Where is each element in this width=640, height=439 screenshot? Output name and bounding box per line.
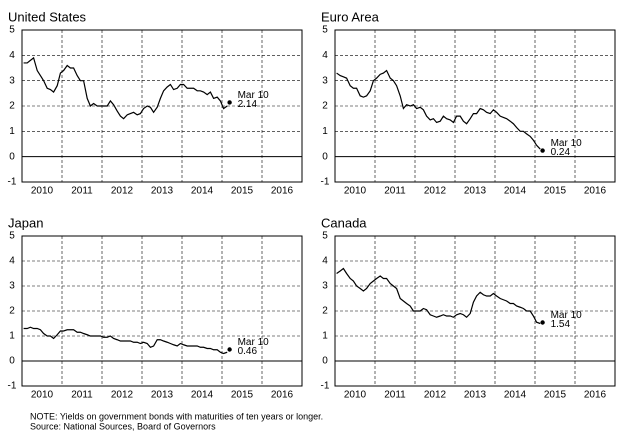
y-tick-label: 0 bbox=[9, 356, 15, 367]
latest-point bbox=[227, 347, 232, 352]
y-tick-label: 3 bbox=[322, 281, 328, 292]
x-tick-label: 2013 bbox=[151, 186, 174, 197]
plot-frame bbox=[334, 29, 616, 183]
panel-title: United States bbox=[8, 9, 87, 24]
plot-frame bbox=[334, 235, 616, 387]
y-tick-label: 3 bbox=[9, 281, 15, 292]
x-tick-label: 2015 bbox=[544, 186, 567, 197]
x-tick-label: 2011 bbox=[71, 186, 93, 197]
x-tick-label: 2014 bbox=[191, 390, 214, 401]
x-tick-label: 2016 bbox=[584, 186, 607, 197]
point-value: 0.46 bbox=[238, 346, 258, 357]
x-tick-label: 2016 bbox=[584, 390, 607, 401]
x-tick-label: 2012 bbox=[111, 186, 134, 197]
y-tick-label: 5 bbox=[9, 25, 15, 36]
y-tick-label: 1 bbox=[9, 126, 15, 137]
x-tick-label: 2010 bbox=[344, 390, 367, 401]
x-tick-label: 2016 bbox=[271, 186, 294, 197]
x-tick-label: 2013 bbox=[464, 186, 487, 197]
panel-title: Japan bbox=[8, 215, 43, 230]
y-tick-label: 4 bbox=[322, 50, 328, 61]
yield-line bbox=[336, 267, 541, 325]
x-tick-label: 2010 bbox=[344, 186, 367, 197]
y-tick-label: 0 bbox=[9, 151, 15, 162]
point-date: Mar 10 bbox=[551, 138, 583, 149]
note: NOTE: Yields on government bonds with ma… bbox=[30, 411, 323, 421]
x-tick-label: 2013 bbox=[151, 390, 174, 401]
x-tick-label: 2010 bbox=[31, 186, 54, 197]
x-tick-label: 2015 bbox=[544, 390, 567, 401]
panel-title: Euro Area bbox=[321, 9, 380, 24]
y-tick-label: 4 bbox=[9, 256, 15, 267]
x-tick-label: 2015 bbox=[231, 390, 254, 401]
source: Source: National Sources, Board of Gover… bbox=[30, 421, 216, 431]
x-tick-label: 2014 bbox=[191, 186, 214, 197]
point-date: Mar 10 bbox=[238, 90, 270, 101]
y-tick-label: 5 bbox=[322, 231, 328, 242]
y-tick-label: 5 bbox=[9, 231, 15, 242]
latest-point bbox=[540, 320, 545, 325]
y-tick-label: 4 bbox=[322, 256, 328, 267]
y-tick-label: 2 bbox=[9, 306, 15, 317]
y-tick-label: 2 bbox=[9, 101, 15, 112]
point-date: Mar 10 bbox=[551, 310, 583, 321]
point-value: 0.24 bbox=[551, 147, 571, 158]
x-tick-label: 2014 bbox=[504, 186, 527, 197]
y-tick-label: 1 bbox=[322, 126, 328, 137]
y-tick-label: 0 bbox=[322, 151, 328, 162]
plot-frame bbox=[21, 29, 303, 183]
y-tick-label: 0 bbox=[322, 356, 328, 367]
y-tick-label: 5 bbox=[322, 25, 328, 36]
point-value: 1.54 bbox=[551, 319, 571, 330]
y-tick-label: 1 bbox=[322, 331, 328, 342]
y-tick-label: -1 bbox=[8, 381, 17, 392]
y-tick-label: -1 bbox=[321, 177, 330, 188]
x-tick-label: 2010 bbox=[31, 390, 54, 401]
x-tick-label: 2016 bbox=[271, 390, 294, 401]
yield-line bbox=[23, 326, 228, 355]
latest-point bbox=[540, 148, 545, 153]
x-tick-label: 2013 bbox=[464, 390, 487, 401]
y-tick-label: 2 bbox=[322, 306, 328, 317]
yield-line bbox=[23, 56, 228, 120]
x-tick-label: 2011 bbox=[384, 390, 406, 401]
y-tick-label: -1 bbox=[8, 177, 17, 188]
point-value: 2.14 bbox=[238, 99, 258, 110]
point-date: Mar 10 bbox=[238, 337, 270, 348]
y-tick-label: 3 bbox=[322, 75, 328, 86]
x-tick-label: 2012 bbox=[424, 390, 447, 401]
y-tick-label: 4 bbox=[9, 50, 15, 61]
plot-frame bbox=[21, 235, 303, 387]
y-tick-label: -1 bbox=[321, 381, 330, 392]
y-tick-label: 2 bbox=[322, 101, 328, 112]
y-tick-label: 1 bbox=[9, 331, 15, 342]
x-tick-label: 2012 bbox=[111, 390, 134, 401]
x-tick-label: 2011 bbox=[71, 390, 93, 401]
x-tick-label: 2011 bbox=[384, 186, 406, 197]
x-tick-label: 2012 bbox=[424, 186, 447, 197]
y-tick-label: 3 bbox=[9, 75, 15, 86]
latest-point bbox=[227, 100, 232, 105]
x-tick-label: 2014 bbox=[504, 390, 527, 401]
x-tick-label: 2015 bbox=[231, 186, 254, 197]
yield-line bbox=[336, 69, 541, 150]
panel-title: Canada bbox=[321, 215, 367, 230]
